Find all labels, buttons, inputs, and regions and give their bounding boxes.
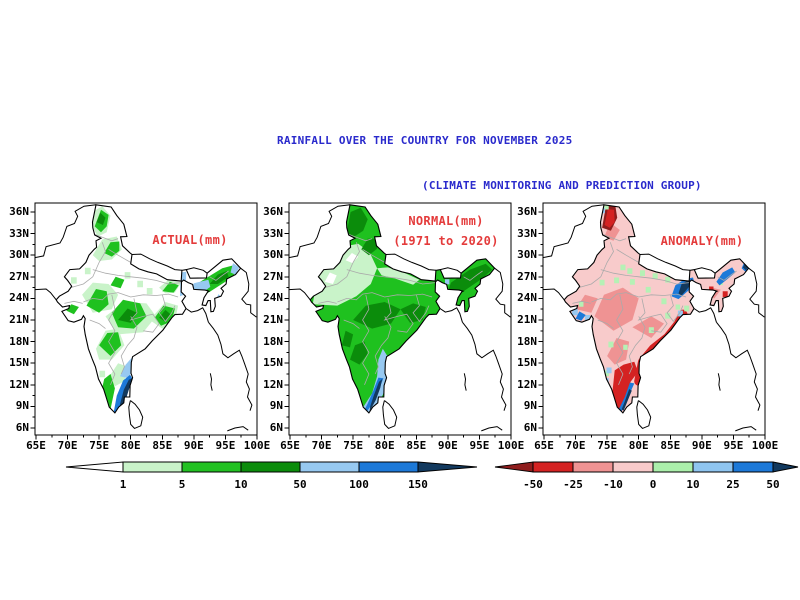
lon-tick-label: 90E: [691, 439, 712, 452]
lat-tick-label: 30N: [9, 248, 29, 262]
lat-tick-label: 9N: [15, 399, 29, 413]
lat-tick-label: 18N: [263, 334, 283, 348]
lon-tick-label: 75E: [597, 439, 618, 452]
lon-tick-label: 100E: [751, 439, 779, 452]
lat-tick-label: 27N: [9, 269, 29, 283]
lat-tick-label: 21N: [517, 313, 537, 326]
lat-tick-label: 30N: [263, 248, 283, 262]
colorbar-label: 25: [726, 478, 739, 491]
lon-tick-label: 85E: [660, 439, 681, 452]
lat-tick-label: 24N: [263, 291, 283, 305]
colorbar-segment: [240, 461, 301, 473]
lat-tick-label: 15N: [263, 356, 283, 370]
lat-tick-label: 6N: [523, 421, 537, 434]
lon-tick-label: 65E: [26, 439, 46, 452]
actual-rainfall-map: [30, 202, 258, 440]
lon-tick-label: 80E: [120, 439, 141, 452]
lat-tick-label: 15N: [9, 356, 29, 370]
colorbar-segment: [692, 461, 734, 473]
colorbar-segment: [299, 461, 360, 473]
colorbar-label: 10: [234, 478, 247, 491]
lat-tick-label: 12N: [9, 377, 29, 391]
lon-tick-label: 65E: [534, 439, 554, 452]
lon-tick-label: 95E: [215, 439, 236, 452]
panel-label-anomaly: ANOMALY(mm): [660, 234, 744, 248]
colorbar-label: -25: [563, 478, 583, 491]
anomaly-rainfall-map: [538, 202, 766, 440]
lon-tick-label: 75E: [89, 439, 110, 452]
lat-tick-label: 6N: [269, 421, 283, 434]
lat-tick-label: 24N: [517, 291, 537, 305]
colorbar-label: 10: [686, 478, 699, 491]
colorbar-label: 50: [766, 478, 779, 491]
lat-tick-label: 18N: [517, 334, 537, 348]
lat-tick-label: 9N: [269, 399, 283, 413]
panel-label-normal-period: (1971 to 2020): [393, 234, 499, 248]
lat-tick-label: 9N: [523, 399, 537, 413]
lat-tick-label: 30N: [517, 248, 537, 262]
lon-tick-label: 100E: [497, 439, 525, 452]
colorbar-segment: [732, 461, 774, 473]
lat-tick-label: 27N: [263, 269, 283, 283]
lon-tick-label: 85E: [152, 439, 173, 452]
lon-tick-label: 80E: [628, 439, 649, 452]
lat-tick-label: 21N: [263, 313, 283, 326]
lon-tick-label: 90E: [437, 439, 458, 452]
colorbar-label: 150: [408, 478, 428, 491]
lat-tick-label: 36N: [263, 205, 283, 218]
panel-label-actual: ACTUAL(mm): [152, 233, 228, 247]
lat-tick-label: 36N: [9, 205, 29, 218]
lat-tick-label: 15N: [517, 356, 537, 370]
colorbar-label: 100: [349, 478, 369, 491]
colorbar-label: 50: [293, 478, 306, 491]
lat-tick-label: 12N: [517, 377, 537, 391]
colorbar-label: 5: [179, 478, 186, 491]
lon-tick-label: 100E: [243, 439, 271, 452]
colorbar-segment: [532, 461, 574, 473]
colorbar-segment: [358, 461, 419, 473]
lon-tick-label: 70E: [57, 439, 78, 452]
lon-tick-label: 75E: [343, 439, 364, 452]
lon-tick-label: 95E: [469, 439, 490, 452]
colorbar-segment: [572, 461, 614, 473]
colorbar-label: 0: [650, 478, 657, 491]
lon-tick-label: 70E: [311, 439, 332, 452]
colorbar-segment: [122, 461, 183, 473]
colorbar-label: 1: [120, 478, 127, 491]
colorbar-segment: [181, 461, 242, 473]
colorbar-label: -10: [603, 478, 623, 491]
lon-tick-label: 90E: [183, 439, 204, 452]
figure-subtitle: (CLIMATE MONITORING AND PREDICTION GROUP…: [422, 179, 702, 192]
colorbar-segment: [652, 461, 694, 473]
lat-tick-label: 24N: [9, 291, 29, 305]
lon-tick-label: 95E: [723, 439, 744, 452]
lat-tick-label: 18N: [9, 334, 29, 348]
lat-tick-label: 27N: [517, 269, 537, 283]
colorbar-segment: [612, 461, 654, 473]
lat-tick-label: 36N: [517, 205, 537, 218]
lat-tick-label: 21N: [9, 313, 29, 326]
rainfall-colorbar: 1 5 10 50 100 150: [65, 461, 478, 491]
lat-tick-label: 12N: [263, 377, 283, 391]
panel-label-normal: NORMAL(mm): [408, 214, 484, 228]
figure-title: RAINFALL OVER THE COUNTRY FOR NOVEMBER 2…: [277, 134, 573, 147]
lat-tick-label: 6N: [15, 421, 29, 434]
anomaly-colorbar: -50 -25 -10 0 10 25 50: [494, 461, 799, 491]
lat-tick-label: 33N: [263, 226, 283, 240]
lon-tick-label: 70E: [565, 439, 586, 452]
normal-rainfall-map: [284, 202, 512, 440]
lon-tick-label: 80E: [374, 439, 395, 452]
lon-tick-label: 65E: [280, 439, 300, 452]
lat-tick-label: 33N: [517, 226, 537, 240]
colorbar-label: -50: [523, 478, 543, 491]
lon-tick-label: 85E: [406, 439, 427, 452]
lat-tick-label: 33N: [9, 226, 29, 240]
